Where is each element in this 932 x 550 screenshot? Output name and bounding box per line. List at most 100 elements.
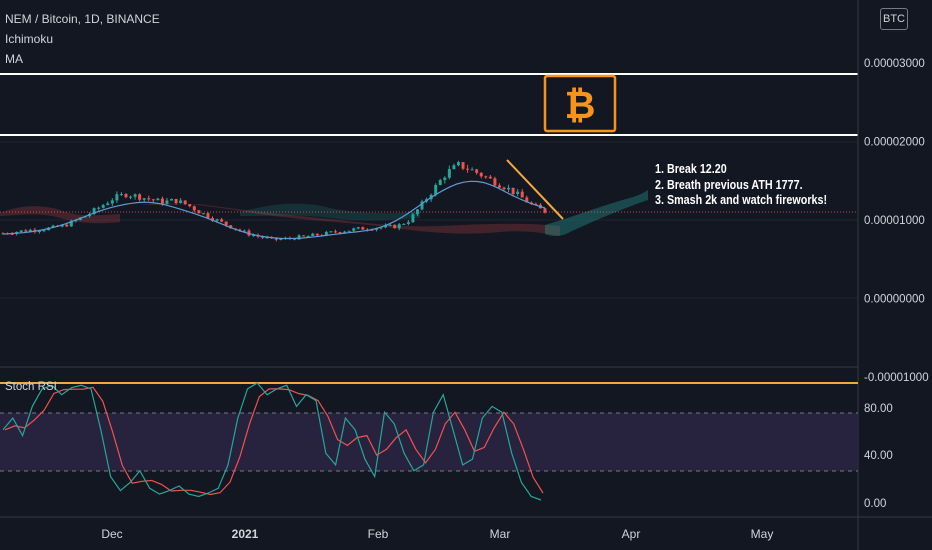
candle-body — [119, 194, 123, 196]
bitcoin-logo: ₿ — [543, 74, 617, 133]
stoch-rsi-axis: 80.00 40.00 0.00 — [864, 403, 893, 510]
date-tick-label: Feb — [368, 527, 389, 541]
price-tick-label: 0.00003000 — [864, 58, 925, 70]
candle-body — [411, 214, 415, 223]
stoch-rsi-band — [0, 413, 858, 471]
candle-body — [374, 228, 378, 230]
cloud-segment — [545, 190, 648, 236]
candle-body — [151, 199, 155, 201]
stoch-rsi-tick-label: 0.00 — [864, 498, 886, 510]
candle-body — [179, 200, 183, 204]
candle-body — [69, 220, 73, 227]
price-tick-label: -0.00001000 — [864, 372, 929, 384]
candle-body — [265, 237, 269, 239]
candle-body — [138, 194, 142, 200]
candle-body — [261, 236, 265, 238]
candle-body — [297, 235, 301, 240]
candle-body — [19, 230, 23, 232]
candle-body — [415, 209, 419, 215]
candle-body — [475, 169, 479, 173]
stoch-rsi-k-line — [2, 382, 542, 501]
candle-body — [543, 208, 547, 213]
candle-body — [302, 235, 306, 237]
candle-body — [215, 219, 219, 221]
cloud-segment — [0, 206, 120, 224]
price-tick-label: 0.00000000 — [864, 294, 925, 306]
candle-body — [516, 191, 520, 194]
candle-body — [497, 185, 501, 188]
candle-body — [384, 225, 388, 228]
candle-body — [520, 191, 524, 198]
note-line-3: 3. Smash 2k and watch fireworks! — [655, 193, 828, 207]
symbol-title[interactable]: NEM / Bitcoin, 1D, BINANCE — [5, 12, 160, 26]
candle-body — [447, 169, 451, 178]
candle-body — [356, 227, 360, 229]
candle-body — [37, 231, 41, 233]
date-tick-label: Apr — [622, 527, 641, 541]
stoch-rsi-tick-label: 40.00 — [864, 450, 893, 462]
candle-body — [507, 187, 511, 190]
candle-body — [333, 231, 337, 233]
candle-body — [315, 233, 319, 236]
candle-body — [379, 227, 383, 229]
candle-body — [97, 207, 101, 209]
candle-body — [183, 200, 187, 205]
candle-body — [147, 198, 151, 200]
stoch-rsi-legend[interactable]: Stoch RSI — [5, 381, 57, 393]
candle-body — [252, 235, 256, 237]
candle-body — [511, 187, 515, 194]
candle-body — [170, 198, 174, 201]
candle-body — [42, 230, 46, 232]
trade-plan-notes: 1. Break 12.20 2. Breath previous ATH 17… — [655, 162, 827, 209]
ichimoku-legend[interactable]: Ichimoku — [5, 32, 54, 46]
candle-body — [160, 198, 164, 204]
date-tick-label: 2021 — [232, 527, 259, 541]
candle-body — [306, 235, 310, 237]
candle-body — [60, 224, 64, 227]
candle-body — [110, 200, 114, 204]
price-tick-label: 0.00001000 — [864, 215, 925, 227]
candle-body — [92, 208, 96, 214]
price-axis[interactable]: 0.00003000 0.00002000 0.00001000 0.00000000… — [864, 58, 929, 384]
candle-body — [324, 231, 328, 236]
candle-body — [188, 204, 192, 207]
candle-body — [51, 225, 55, 228]
currency-badge[interactable]: BTC — [880, 8, 908, 30]
candle-body — [388, 224, 392, 226]
ma-legend[interactable]: MA — [5, 52, 23, 66]
candle-body — [488, 176, 492, 179]
candle-body — [484, 176, 488, 178]
candle-body — [343, 231, 347, 233]
candle-body — [201, 213, 205, 215]
candle-body — [329, 231, 333, 233]
candle-body — [242, 230, 246, 232]
time-axis[interactable]: Dec 2021 Feb Mar Apr May — [101, 527, 773, 541]
candle-body — [129, 196, 133, 198]
candle-body — [197, 210, 201, 214]
candle-body — [224, 221, 228, 226]
candle-body — [438, 180, 442, 185]
candle-body — [292, 238, 296, 240]
moving-average-line — [2, 180, 546, 240]
candle-body — [174, 198, 178, 204]
note-line-1: 1. Break 12.20 — [655, 162, 727, 176]
candle-body — [165, 200, 169, 204]
candle-body — [192, 206, 196, 211]
candle-body — [452, 165, 456, 170]
candle-body — [456, 162, 460, 166]
svg-text:₿: ₿ — [565, 83, 596, 127]
candle-body — [65, 224, 69, 227]
price-tick-label: 0.00002000 — [864, 137, 925, 149]
candle-body — [156, 198, 160, 201]
date-tick-label: Dec — [101, 527, 122, 541]
candle-body — [470, 169, 474, 171]
candle-body — [206, 213, 210, 219]
candle-body — [402, 223, 406, 225]
candle-body — [115, 194, 119, 201]
stoch-rsi-tick-label: 80.00 — [864, 403, 893, 415]
candle-body — [352, 228, 356, 231]
candle-body — [220, 219, 224, 222]
ichimoku-cloud — [0, 190, 648, 236]
candle-body — [443, 177, 447, 181]
